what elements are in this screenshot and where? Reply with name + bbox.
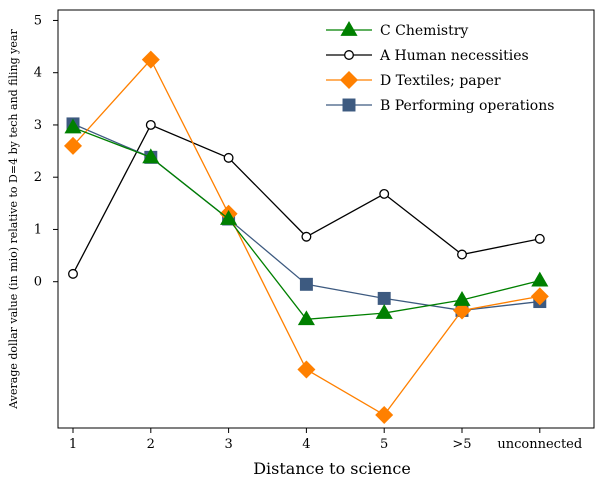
legend-marker — [340, 71, 358, 89]
legend: C Chemistry A Human necessities D Textiles… — [326, 21, 554, 114]
legend-marker — [345, 51, 354, 60]
y-tick-label: 4 — [34, 66, 42, 81]
x-tick-label: 2 — [147, 437, 155, 452]
data-point — [380, 190, 389, 199]
data-point — [300, 278, 313, 291]
x-tick-label: >5 — [452, 437, 471, 452]
data-point — [69, 270, 78, 279]
y-axis-title: Average dollar value (in mio) relative t… — [7, 29, 20, 410]
data-point — [458, 250, 467, 259]
data-point — [535, 235, 544, 244]
series-0 — [64, 119, 548, 326]
legend-marker — [340, 21, 357, 36]
legend-label: A Human necessities — [379, 48, 529, 64]
y-tick-label: 0 — [34, 275, 42, 290]
y-tick-label: 2 — [34, 170, 42, 185]
x-tick-label: 4 — [302, 437, 310, 452]
x-axis-title: Distance to science — [253, 459, 411, 478]
data-point — [531, 272, 548, 287]
x-tick-label: unconnected — [497, 437, 582, 452]
x-tick-label: 1 — [69, 437, 77, 452]
data-point — [375, 406, 393, 424]
data-point — [224, 154, 233, 163]
legend-label: B Performing operations — [380, 98, 554, 114]
y-tick-label: 1 — [34, 222, 42, 237]
series-line — [73, 125, 540, 274]
x-tick-label: 3 — [224, 437, 232, 452]
data-point — [302, 232, 311, 241]
series-1 — [69, 121, 544, 279]
data-point — [378, 292, 391, 305]
legend-label: D Textiles; paper — [380, 73, 501, 89]
y-tick-label: 5 — [34, 13, 42, 28]
data-point — [297, 360, 315, 378]
y-tick-label: 3 — [34, 118, 42, 133]
axes: 0 1 2 3 4 5 1 2 3 4 5 >5 unconnected — [34, 10, 594, 452]
x-tick-label: 5 — [380, 437, 388, 452]
legend-label: C Chemistry — [380, 23, 468, 39]
data-point — [146, 121, 155, 130]
legend-marker — [343, 99, 356, 112]
